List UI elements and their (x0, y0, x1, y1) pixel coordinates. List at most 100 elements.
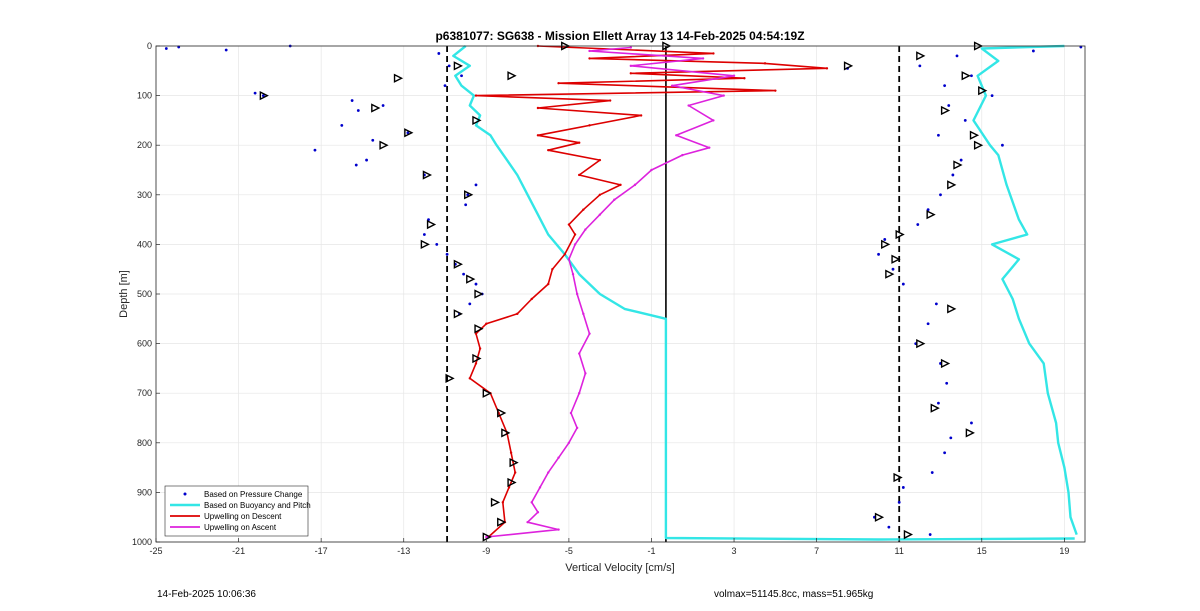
pressure-change-point (949, 436, 953, 440)
pressure-change-point (901, 486, 905, 489)
pressure-change-point (437, 52, 441, 55)
pressure-change-point (253, 91, 257, 95)
upwelling-point (732, 74, 736, 77)
grid (155, 45, 1085, 543)
triangle-marker (973, 140, 984, 150)
upwelling-point (670, 84, 674, 87)
y-tick-label: 500 (137, 289, 152, 299)
upwelling-point (708, 146, 711, 149)
pressure-change-point (897, 500, 901, 504)
upwelling-point (551, 268, 554, 271)
upwelling-point (575, 292, 579, 296)
upwelling-point (474, 332, 478, 335)
chart-title: p6381077: SG638 - Mission Ellett Array 1… (435, 29, 804, 43)
upwelling-point (584, 372, 587, 375)
upwelling-point (687, 104, 690, 107)
pressure-change-point (883, 238, 887, 241)
x-tick-label: -25 (149, 546, 162, 556)
pressure-change-point (943, 451, 947, 455)
triangle-marker (490, 497, 501, 507)
pressure-change-point (955, 54, 959, 58)
triangle-marker (379, 140, 389, 150)
triangle-marker (371, 103, 381, 113)
legend-label: Upwelling on Ascent (204, 523, 277, 532)
upwelling-point (569, 411, 573, 415)
upwelling-point (619, 183, 622, 187)
upwelling-point (588, 332, 591, 335)
pressure-change-point (937, 133, 940, 137)
upwelling-point (563, 253, 566, 256)
pressure-change-point (970, 74, 973, 78)
upwelling-point (485, 322, 488, 325)
x-tick-label: 7 (814, 546, 819, 556)
triangle-marker (895, 229, 905, 240)
triangle-marker (501, 428, 511, 438)
x-tick-label: 3 (732, 546, 737, 556)
triangle-marker (843, 61, 854, 71)
x-tick-label: -13 (397, 546, 410, 556)
upwelling-point (536, 134, 540, 137)
axis-ticks: -25 -21 -17 -13 -9 -5 -1 3 7 11 15 1901002003004005… (132, 41, 1069, 556)
triangle-marker (453, 61, 463, 71)
triangle-marker (978, 86, 988, 96)
triangle-marker (891, 254, 901, 264)
upwelling-point (582, 208, 585, 211)
pressure-change-point (224, 48, 228, 52)
pressure-change-point (947, 104, 951, 107)
upwelling-point (573, 243, 577, 246)
pressure-change-point (990, 94, 994, 97)
y-tick-label: 400 (137, 239, 152, 249)
upwelling-point (743, 77, 746, 80)
x-tick-label: 11 (895, 546, 904, 556)
upwelling-point (712, 52, 715, 55)
triangle-marker (453, 309, 463, 319)
triangle-marker (874, 512, 885, 522)
pressure-change-point (466, 193, 470, 197)
x-axis-title: Vertical Velocity [cm/s] (565, 562, 674, 574)
pressure-change-point (340, 123, 344, 127)
upwelling-point (763, 62, 767, 65)
x-tick-label: 19 (1059, 546, 1069, 556)
pressure-change-point (891, 267, 895, 271)
pressure-change-point (928, 533, 932, 536)
triangle-marker (420, 239, 430, 250)
series-1 (452, 44, 1078, 541)
upwelling-point (598, 158, 602, 162)
pressure-change-point (356, 109, 360, 112)
pressure-change-point (939, 193, 942, 197)
upwelling-point (825, 67, 829, 70)
upwelling-point (608, 99, 612, 102)
triangle-marker (474, 289, 484, 299)
upwelling-point (547, 471, 550, 474)
legend-swatch (183, 492, 187, 496)
upwelling-point (526, 520, 529, 524)
footer-timestamp: 14-Feb-2025 10:06:36 (157, 589, 256, 600)
pressure-change-point (447, 64, 451, 68)
triangle-marker (464, 190, 474, 200)
upwelling-point (629, 64, 633, 68)
x-tick-label: -1 (647, 546, 655, 556)
upwelling-point (578, 392, 581, 395)
y-tick-label: 1000 (132, 537, 152, 547)
triangle-marker (893, 472, 903, 483)
upwelling-point (557, 82, 560, 85)
pressure-change-point (164, 47, 168, 50)
triangle-marker (422, 170, 433, 180)
triangle-marker (472, 115, 482, 126)
legend-label: Based on Pressure Change (204, 490, 303, 499)
triangle-marker (497, 517, 507, 527)
triangle-marker (940, 105, 951, 116)
upwelling-point (571, 272, 575, 276)
triangle-marker (885, 269, 895, 279)
legend: Based on Pressure Change Based on Buoyanc… (164, 485, 311, 537)
upwelling-point (536, 511, 540, 514)
upwelling-point (588, 49, 591, 53)
upwelling-point (588, 57, 591, 60)
upwelling-point (650, 168, 653, 172)
pressure-change-point (926, 208, 930, 212)
y-tick-label: 600 (137, 339, 152, 349)
pressure-change-point (474, 183, 478, 187)
pressure-change-point (468, 302, 472, 306)
footer-stats: volmax=51145.8cc, mass=51.965kg (714, 589, 874, 600)
pressure-change-point (427, 218, 430, 222)
